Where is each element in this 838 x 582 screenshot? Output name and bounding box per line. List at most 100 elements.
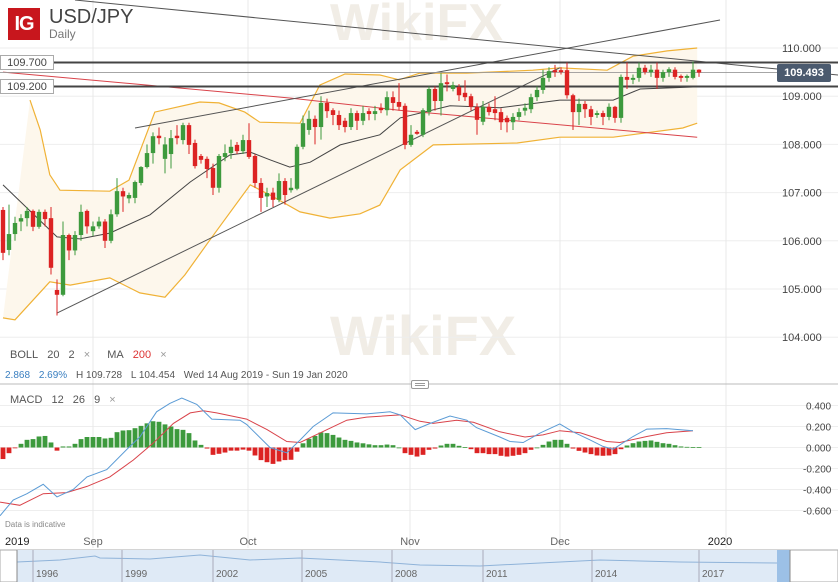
macd-histogram-bar — [396, 447, 402, 449]
macd-fast: 12 — [51, 394, 64, 406]
macd-remove-icon[interactable]: × — [109, 394, 116, 406]
candle — [510, 113, 516, 130]
candle-body — [666, 69, 672, 73]
candle-body — [264, 193, 270, 197]
candle — [264, 187, 270, 208]
navigator[interactable]: 1996 1999 2002 2005 2008 2011 2014 2017 — [0, 549, 838, 582]
watermark-logo: WikiFX — [330, 304, 516, 367]
candle-body — [480, 106, 486, 122]
candle — [132, 180, 138, 204]
candle-body — [516, 112, 522, 117]
candle — [390, 91, 396, 111]
instrument-title: USD/JPY — [49, 6, 134, 28]
macd-histogram-bar — [468, 447, 474, 450]
macd-histogram-bar — [438, 445, 444, 448]
boll-period: 20 — [47, 349, 60, 361]
candle — [162, 137, 168, 174]
candle-body — [606, 106, 612, 117]
macd-histogram-bar — [618, 447, 624, 450]
candle-body — [444, 82, 450, 85]
candle — [504, 115, 510, 133]
candle-body — [102, 221, 108, 241]
macd-signal: 9 — [94, 394, 101, 406]
candle-body — [654, 69, 660, 78]
macd-histogram-bar — [348, 440, 354, 448]
candle-body — [522, 107, 528, 111]
pane-resize-handle-icon[interactable] — [411, 380, 429, 389]
navigator-window[interactable] — [777, 550, 790, 582]
macd-histogram-bar — [570, 447, 576, 449]
candle — [600, 110, 606, 126]
candle-body — [42, 211, 48, 220]
interval-label[interactable]: Daily — [49, 27, 76, 41]
candle — [420, 108, 426, 138]
candle — [624, 62, 630, 89]
price-tick-label: 104.000 — [782, 332, 822, 344]
candle-body — [312, 118, 318, 128]
macd-histogram-bar — [192, 440, 198, 448]
candle — [540, 69, 546, 94]
candle — [222, 144, 228, 162]
candle — [444, 74, 450, 92]
candle — [498, 108, 504, 130]
ig-logo: IG — [8, 8, 40, 40]
macd-histogram-bar — [12, 447, 18, 449]
macd-histogram-bar — [18, 443, 24, 448]
candle-body — [486, 106, 492, 113]
macd-name[interactable]: MACD — [10, 394, 43, 406]
macd-histogram-bar — [270, 447, 276, 464]
candle — [300, 115, 306, 150]
macd-histogram-bar — [246, 447, 252, 451]
price-level-label-109700[interactable]: 109.700 — [0, 55, 54, 70]
candle — [516, 108, 522, 121]
candle-body — [66, 235, 72, 251]
macd-histogram-bar — [648, 440, 654, 448]
candle-body — [114, 191, 120, 215]
candle — [630, 74, 636, 85]
candle — [606, 103, 612, 121]
candle — [336, 110, 342, 130]
candle-body — [612, 106, 618, 118]
navigator-year-label: 1996 — [36, 569, 59, 580]
candle-body — [354, 113, 360, 121]
macd-histogram-bar — [510, 447, 516, 456]
candle — [348, 108, 354, 130]
candle — [552, 64, 558, 77]
candle — [612, 105, 618, 123]
boll-name[interactable]: BOLL — [10, 349, 39, 361]
candle — [462, 80, 468, 102]
candle-body — [684, 75, 690, 78]
bollinger-fill — [3, 48, 698, 320]
candle-body — [420, 110, 426, 135]
macd-histogram-bar — [576, 447, 582, 451]
ma-name[interactable]: MA — [107, 349, 124, 361]
candle-body — [126, 195, 132, 199]
navigator-year-label: 2005 — [305, 569, 328, 580]
candle — [240, 134, 246, 155]
candle — [210, 163, 216, 196]
candle — [342, 117, 348, 133]
macd-histogram-bar — [336, 437, 342, 448]
candle — [138, 166, 144, 186]
macd-histogram-bar — [606, 447, 612, 456]
candle-body — [594, 113, 600, 115]
price-level-label-109200[interactable]: 109.200 — [0, 79, 54, 94]
ma-remove-icon[interactable]: × — [160, 349, 167, 361]
macd-histogram-bar — [30, 439, 36, 448]
candle — [360, 105, 366, 126]
time-tick-label: Sep — [83, 536, 103, 548]
macd-histogram-bar — [186, 433, 192, 448]
candle — [216, 154, 222, 193]
candle — [546, 67, 552, 82]
candle-body — [72, 235, 78, 251]
candle-body — [426, 88, 432, 113]
candle-body — [630, 77, 636, 80]
boll-remove-icon[interactable]: × — [83, 349, 91, 361]
macd-histogram-bar — [660, 443, 666, 448]
time-tick-label: Dec — [550, 536, 570, 548]
candle — [6, 204, 12, 256]
candle-body — [576, 103, 582, 113]
navigator-year-label: 2011 — [486, 569, 508, 580]
candle — [258, 178, 264, 212]
